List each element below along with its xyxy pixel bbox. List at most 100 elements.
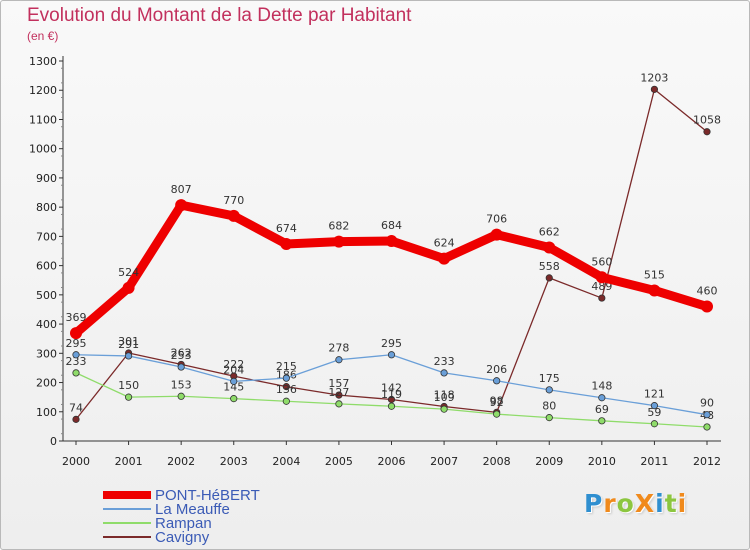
data-point [177,392,185,400]
data-point [438,252,451,265]
data-point [70,327,82,340]
data-point [124,352,133,360]
data-label: 206 [486,363,507,376]
x-tick-label: 2012 [693,455,721,468]
data-label: 624 [434,237,455,250]
data-point [230,377,238,385]
data-label: 148 [591,380,612,393]
data-label: 253 [171,349,192,362]
data-point [72,415,80,423]
y-tick-label: 0 [50,435,57,448]
x-tick-label: 2005 [325,455,353,468]
data-point [122,281,135,294]
data-label: 90 [700,397,714,410]
x-tick-label: 2009 [535,455,563,468]
data-label: 301 [118,335,139,348]
x-tick-label: 2002 [167,455,195,468]
data-label: 460 [697,285,718,298]
data-point [440,405,448,413]
data-point [703,128,711,136]
data-label: 145 [223,381,244,394]
y-tick-label: 1000 [29,143,57,156]
data-point [177,363,185,371]
data-label: 558 [539,260,560,273]
x-tick-label: 2010 [588,455,616,468]
data-label: 706 [486,213,507,226]
data-label: 524 [118,266,139,279]
data-label: 121 [644,388,665,401]
data-label: 127 [328,386,349,399]
data-point [282,383,290,391]
data-point [490,228,503,241]
data-point [598,417,606,425]
logo-letter: X [634,489,656,518]
y-tick-label: 1300 [29,55,57,68]
x-tick-label: 2003 [220,455,248,468]
y-tick-label: 600 [36,260,57,273]
data-label: 175 [539,372,560,385]
data-label: 233 [66,355,87,368]
y-tick-label: 100 [36,406,57,419]
proxiti-logo: ProXiti [584,489,687,518]
data-label: 515 [644,268,665,281]
logo-letter: o [616,489,635,518]
y-tick-label: 200 [36,377,57,390]
data-label: 118 [434,389,455,402]
data-label: 1058 [693,114,721,127]
data-label: 295 [381,337,402,350]
data-label: 69 [595,403,609,416]
data-label: 233 [434,355,455,368]
data-point [72,351,80,359]
data-point [701,300,713,313]
data-point [175,199,188,212]
data-point [493,410,501,418]
data-point [282,374,290,382]
data-label: 770 [223,194,244,207]
x-tick-label: 2000 [62,455,90,468]
y-tick-label: 900 [36,172,57,185]
data-point [703,411,711,419]
data-point [335,400,343,408]
data-point [595,271,608,284]
data-point [335,356,343,364]
x-tick-label: 2008 [483,455,511,468]
data-point [545,414,553,422]
data-label: 807 [171,183,192,196]
data-label: 142 [381,381,402,394]
data-point [282,397,290,405]
y-tick-label: 500 [36,289,57,302]
data-label: 278 [328,342,349,355]
x-tick-label: 2001 [115,455,143,468]
data-point [650,85,659,93]
data-label: 98 [490,394,504,407]
logo-letter: i [677,489,688,518]
x-tick-label: 2011 [640,455,668,468]
x-tick-label: 2004 [272,455,300,468]
legend-label: Rampan [155,515,212,532]
chart-subtitle: (en €) [27,29,59,43]
data-point [230,395,238,403]
data-point [124,393,133,401]
y-tick-label: 400 [36,318,57,331]
data-point [650,402,659,410]
data-label: 222 [223,358,244,371]
data-label: 80 [542,400,556,413]
data-label: 59 [647,406,661,419]
data-point [387,402,396,410]
data-label: 136 [276,383,297,396]
data-point [648,284,661,297]
data-label: 150 [118,379,139,392]
data-point [335,391,343,399]
data-point [440,369,448,377]
data-label: 682 [328,220,349,233]
data-point [227,209,240,222]
data-point [545,386,553,394]
data-label: 684 [381,219,402,232]
data-label: 153 [171,378,192,391]
data-label: 662 [539,225,560,238]
data-label: 369 [66,311,87,324]
data-label: 204 [223,363,244,376]
y-tick-label: 1200 [29,84,57,97]
